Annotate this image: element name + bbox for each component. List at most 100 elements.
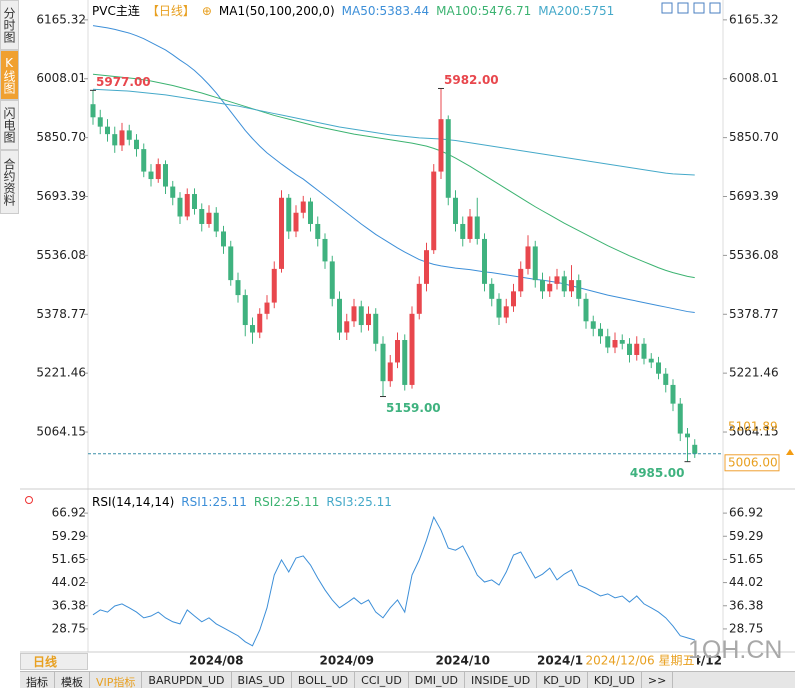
candle-body	[192, 194, 197, 210]
y-tick-label-right: 66.92	[729, 506, 763, 520]
candle-body	[453, 197, 458, 224]
tab[interactable]: KD_UD	[537, 672, 588, 688]
x-tick-label: 2024/08	[189, 654, 243, 668]
y-tick-label: 5221.46	[36, 366, 86, 380]
candle-body	[90, 104, 96, 118]
indicator-icon[interactable]	[25, 496, 33, 504]
cursor-date: 2024/12/06 星期五	[586, 654, 695, 668]
candle-body	[105, 126, 110, 135]
candle-body	[670, 384, 676, 404]
x-tick-label: 2024/09	[320, 654, 374, 668]
candle-body	[329, 261, 335, 299]
candle-body	[598, 328, 603, 337]
candle-body	[409, 313, 415, 385]
candle-body	[547, 283, 553, 292]
candle-body	[351, 306, 357, 322]
tab[interactable]: VIP指标	[90, 672, 143, 688]
y-tick-label-right: 6008.01	[729, 71, 779, 85]
y-tick-label-right: 28.75	[729, 621, 763, 635]
tab[interactable]: BIAS_UD	[232, 672, 292, 688]
candle-body	[424, 250, 429, 284]
candle-body	[619, 340, 625, 344]
marker-label: 4985.00	[630, 466, 685, 480]
candle-body	[235, 280, 241, 296]
cursor-date-box	[583, 653, 697, 669]
period[interactable]: 【日线】	[146, 4, 195, 18]
tab[interactable]: CCI_UD	[355, 672, 409, 688]
tab[interactable]: >>	[642, 672, 674, 688]
sidebar-tab-active[interactable]: K线图	[0, 50, 19, 100]
y-tick-label-right: 6165.32	[729, 12, 779, 26]
y-tick-label: 59.29	[52, 529, 86, 543]
candle-body	[460, 223, 466, 239]
rsi-line	[92, 515, 695, 647]
candle-body	[511, 291, 516, 307]
x-tick-label: 2024/10	[436, 654, 490, 668]
y-tick-label-right: 5378.77	[729, 307, 779, 321]
ma-line	[92, 25, 695, 314]
candle-body	[395, 340, 400, 363]
y-tick-label-right: 36.38	[729, 598, 763, 612]
tab[interactable]: 模板	[55, 672, 90, 688]
candle-body	[438, 119, 444, 172]
y-tick-label-right: 5693.39	[729, 189, 779, 203]
last-price-box	[724, 454, 780, 472]
candle-body	[656, 362, 661, 374]
add-icon[interactable]: ⊕	[201, 3, 212, 18]
candle-body	[177, 197, 183, 217]
candle-body	[677, 403, 683, 434]
candle-body	[199, 209, 205, 224]
candle-body	[221, 231, 226, 247]
candle-body	[532, 246, 538, 281]
candle-body	[627, 343, 632, 355]
candle-body	[583, 298, 589, 322]
sidebar-tab[interactable]: 分时图	[0, 0, 19, 50]
candle-body	[257, 313, 263, 333]
candle-body	[648, 358, 654, 363]
tab[interactable]: BOLL_UD	[292, 672, 356, 688]
ma-legend: MA200:5751	[538, 3, 615, 18]
sidebar-tab[interactable]: 闪电图	[0, 100, 19, 150]
marker-label: 5977.00	[96, 75, 151, 89]
candle-body	[590, 321, 596, 329]
y-tick-label: 5850.70	[36, 130, 86, 144]
candle-body	[293, 212, 299, 232]
rsi-title: RSI(14,14,14)	[92, 495, 175, 509]
candle-body	[141, 149, 147, 172]
candle-body	[373, 313, 379, 344]
rsi-legend: RSI3:25.11	[326, 495, 392, 509]
crosshair-price: 5101.89	[728, 419, 778, 433]
candle-body	[213, 212, 219, 232]
candle-body	[554, 276, 560, 284]
candle-body	[184, 194, 190, 217]
y-tick-label-right: 51.65	[729, 552, 763, 566]
candle-body	[416, 283, 422, 314]
candle-body	[134, 139, 139, 150]
tab[interactable]: KDJ_UD	[588, 672, 642, 688]
y-tick-label: 28.75	[52, 621, 86, 635]
ma-legend: MA50:5383.44	[341, 3, 430, 18]
candle-body	[540, 280, 545, 292]
window-icons	[661, 2, 721, 14]
tab[interactable]: 指标	[20, 672, 55, 688]
indicator-name[interactable]: MA1(50,100,200,0)	[218, 3, 335, 18]
tab[interactable]: INSIDE_UD	[465, 672, 538, 688]
y-tick-label-right: 5221.46	[729, 366, 779, 380]
y-tick-label: 5378.77	[36, 307, 86, 321]
tab[interactable]: BARUPDN_UD	[142, 672, 232, 688]
candle-body	[126, 130, 132, 140]
candle-body	[271, 268, 277, 303]
ma-line	[92, 88, 695, 176]
candle-body	[315, 223, 321, 239]
candle-body	[561, 276, 567, 292]
y-tick-label-right: 59.29	[729, 529, 763, 543]
y-tick-label: 6008.01	[36, 71, 86, 85]
candle-body	[489, 283, 495, 299]
tab[interactable]: DMI_UD	[409, 672, 466, 688]
period-button[interactable]: 日线	[20, 653, 88, 670]
y-tick-label-right: 44.02	[729, 575, 763, 589]
sidebar-tab[interactable]: 合约资料	[0, 150, 19, 214]
candle-body	[518, 268, 524, 292]
candle-body	[496, 298, 502, 318]
